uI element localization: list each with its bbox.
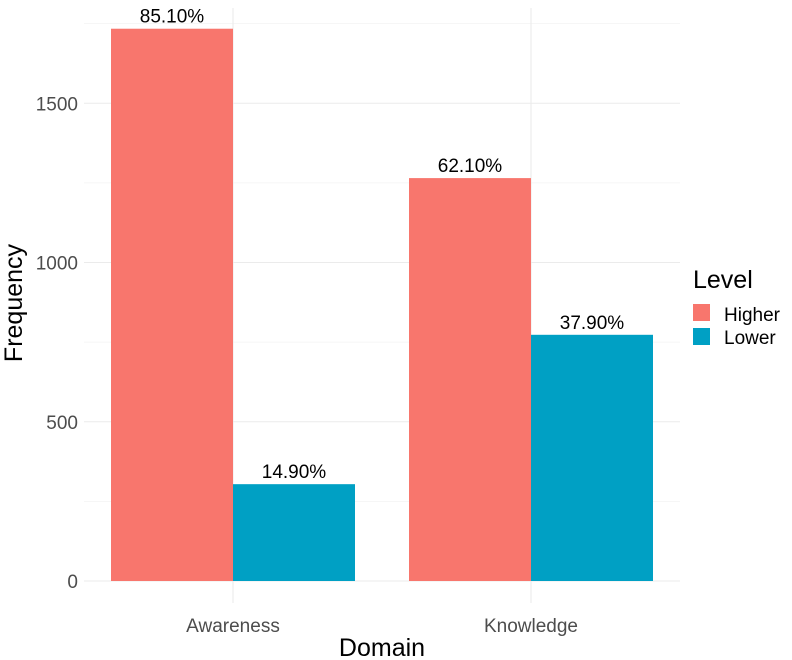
data-label-higher-knowledge: 62.10% — [438, 156, 503, 177]
data-label-lower-knowledge: 37.90% — [560, 313, 625, 334]
legend: Level Higher Lower — [693, 266, 781, 349]
bar-lower-awareness — [233, 484, 355, 581]
y-axis-title: Frequency — [0, 243, 28, 362]
x-axis-title: Domain — [339, 634, 425, 660]
legend-label-lower: Lower — [724, 328, 776, 349]
bars — [111, 28, 653, 581]
bar-lower-knowledge — [531, 334, 653, 581]
x-tick-label: Knowledge — [484, 616, 578, 637]
data-label-lower-awareness: 14.90% — [262, 462, 327, 483]
data-labels: 85.10% 14.90% 62.10% 37.90% — [140, 7, 625, 483]
y-tick-label: 1500 — [36, 94, 78, 115]
data-label-higher-awareness: 85.10% — [140, 7, 205, 28]
y-tick-label: 500 — [46, 413, 78, 434]
legend-label-higher: Higher — [724, 305, 781, 326]
legend-key-higher — [693, 304, 710, 321]
legend-title: Level — [693, 266, 753, 294]
x-axis-ticks: Awareness Knowledge — [186, 616, 578, 637]
bar-higher-awareness — [111, 28, 233, 581]
y-axis-ticks: 0 500 1000 1500 — [36, 94, 78, 593]
x-tick-label: Awareness — [186, 616, 280, 637]
bar-higher-knowledge — [409, 178, 531, 581]
y-tick-label: 1000 — [36, 254, 78, 275]
legend-key-lower — [693, 328, 710, 345]
y-tick-label: 0 — [67, 572, 78, 593]
